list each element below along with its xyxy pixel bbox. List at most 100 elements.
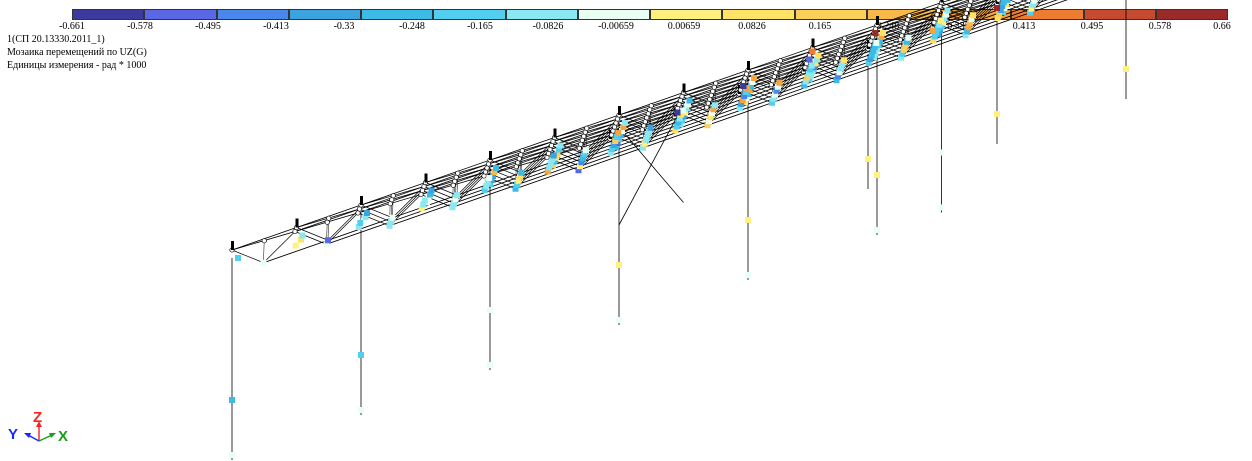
displacement-marker [515,177,522,184]
displacement-marker [704,122,711,129]
displacement-marker [613,134,620,140]
displacement-marker [872,30,879,36]
displacement-marker [874,227,880,233]
member-line [972,0,989,16]
displacement-marker [580,155,586,162]
color-swatch [577,9,650,20]
displacement-marker [808,62,815,69]
displacement-marker [298,236,304,243]
displacement-marker [491,169,498,175]
color-swatch [1083,9,1156,20]
displacement-marker [325,237,331,244]
displacement-marker [686,97,693,104]
displacement-marker [967,20,973,27]
member-line [452,0,1048,208]
member-line [843,28,876,61]
member-line [392,186,425,218]
member-line [908,6,941,38]
displacement-marker [512,185,519,192]
node-marker [906,13,912,19]
displacement-marker [644,132,651,139]
color-scale-tick-label: -0.165 [467,21,493,32]
displacement-marker [483,183,490,189]
color-scale-tick-label: 0.00659 [667,21,701,32]
displacement-marker [809,48,816,55]
displacement-marker [776,79,783,86]
displacement-marker [865,156,871,162]
displacement-marker [706,118,712,125]
displacement-marker [941,15,948,22]
color-swatch [216,9,289,20]
node-marker [648,103,654,109]
member-line [389,202,455,227]
displacement-marker [997,7,1004,13]
displacement-marker [673,123,680,130]
displacement-marker [575,167,582,174]
displacement-marker [647,124,654,131]
node-marker [842,35,848,41]
displacement-marker [871,44,878,50]
displacement-marker [996,11,1003,17]
displacement-marker [802,78,809,85]
units-label: Единицы измерения - рад * 1000 [7,60,147,71]
color-scale-tick-label: -0.0826 [532,21,564,32]
displacement-marker [517,173,523,180]
member-line [296,227,329,241]
displacement-marker [741,93,748,99]
member-line [771,79,837,104]
node-marker [584,125,590,131]
displacement-marker [877,38,883,44]
displacement-marker [388,218,394,225]
displacement-marker [299,232,306,239]
displacement-marker [806,56,813,63]
displacement-marker [970,12,976,19]
support-post [295,218,299,228]
displacement-marker [323,241,330,248]
displacement-marker [937,17,944,24]
color-swatch [288,9,361,20]
displacement-marker [930,37,937,44]
displacement-marker [814,56,820,63]
displacement-marker [1028,5,1035,12]
displacement-marker [880,30,886,36]
y-axis-label: Y [8,426,19,443]
member-line [327,208,360,241]
displacement-marker [550,152,557,159]
color-swatch [650,9,723,20]
member-line [1020,0,1034,6]
displacement-marker [484,179,491,185]
displacement-marker [807,66,814,73]
displacement-marker [740,83,747,89]
displacement-marker [905,34,912,41]
displacement-marker [556,146,562,153]
member-line [585,118,618,151]
member-line [1008,0,1032,10]
load-case-label: 1(СП 20.13330.2011_1) [7,34,105,45]
color-scale-tick-label: 0.0826 [738,21,766,32]
displacement-marker [518,169,525,176]
member-line [650,96,683,128]
displacement-marker [427,191,433,198]
member-line [521,141,554,173]
displacement-marker [581,151,588,158]
displacement-marker [554,150,561,157]
member-line [618,104,684,226]
displacement-marker [870,48,877,54]
node-marker [390,193,396,199]
displacement-marker [676,115,683,122]
displacement-marker [619,128,625,134]
displacement-marker [712,102,718,109]
color-scale-tick-label: -0.578 [127,21,153,32]
displacement-marker [965,24,972,31]
displacement-marker [994,15,1001,21]
member-line [231,249,264,264]
support-post [424,173,428,183]
displacement-marker [609,146,616,152]
color-swatch [1011,9,1084,20]
displacement-marker [944,7,951,14]
displacement-marker [451,200,457,207]
member-line [483,0,990,177]
displacement-marker [742,89,749,95]
support-post [489,151,492,160]
